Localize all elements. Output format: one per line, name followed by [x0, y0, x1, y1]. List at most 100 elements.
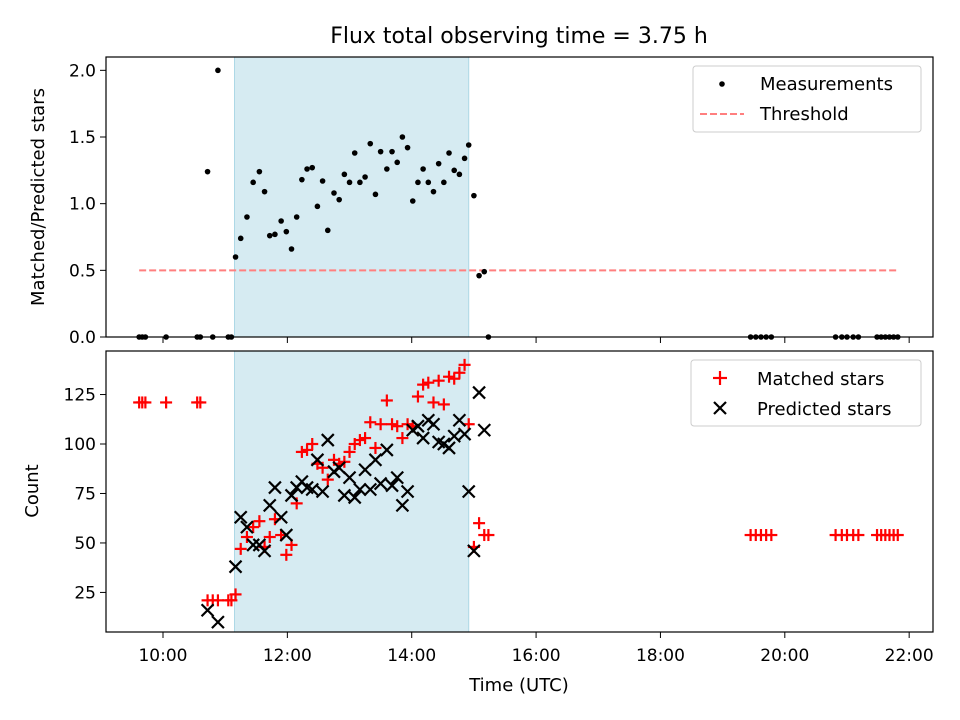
cross-stroke — [279, 528, 294, 542]
cross-stroke — [305, 482, 320, 497]
measurement-point — [341, 171, 348, 178]
measurement-point — [471, 192, 477, 199]
top-y-tick-label: 0.0 — [69, 328, 96, 348]
measurement-point — [288, 246, 295, 252]
cross-stroke — [358, 462, 372, 477]
measurement-point — [324, 227, 331, 234]
top-y-tick-label: 1.5 — [69, 128, 96, 148]
measurement-point — [430, 188, 437, 195]
cross-stroke — [368, 453, 383, 467]
bottom-y-tick-label: 50 — [74, 534, 96, 554]
predicted-star-point — [416, 431, 430, 445]
matched-star-point — [448, 372, 461, 385]
bottom-legend-box — [690, 359, 922, 427]
cross-stroke — [442, 441, 456, 455]
matched-star-point — [458, 358, 471, 371]
matched-star-point — [396, 432, 409, 445]
measurements-legend-marker — [719, 81, 725, 87]
matched-star-point — [229, 588, 242, 601]
predicted-star-point — [442, 441, 456, 455]
cross-stroke — [262, 498, 277, 513]
measurement-point — [299, 176, 305, 183]
x-axis-label: Time (UTC) — [468, 675, 569, 696]
measurement-point — [244, 214, 250, 220]
predicted-star-point — [467, 544, 481, 558]
matched-star-point — [765, 529, 778, 542]
measurement-point — [372, 191, 379, 198]
measurement-point — [362, 174, 368, 180]
measurement-point — [389, 148, 395, 155]
figure-title: Flux total observing time = 3.75 h — [330, 24, 708, 49]
measurement-point — [256, 168, 263, 175]
cross-stroke — [300, 480, 314, 495]
matched-star-point — [427, 396, 440, 409]
matched-star-markers — [133, 358, 904, 607]
cross-stroke — [411, 419, 425, 433]
bottom-legend: Matched stars Predicted stars — [690, 359, 922, 427]
predicted-star-point — [400, 484, 415, 499]
predicted-star-point — [246, 538, 260, 552]
predicted-star-point — [332, 460, 346, 475]
x-tick-label: 14:00 — [387, 646, 436, 666]
measurement-point — [461, 155, 468, 162]
predicted-star-point — [310, 453, 325, 467]
predicted-star-point — [353, 482, 367, 497]
matched-star-point — [234, 542, 247, 555]
measurement-point — [283, 228, 290, 235]
predicted-star-point — [368, 453, 383, 467]
predicted-star-point — [380, 443, 394, 457]
bottom-plot-frame — [105, 350, 934, 633]
threshold-legend-label: Threshold — [759, 104, 849, 125]
matched-star-point — [852, 529, 865, 542]
measurement-point — [250, 179, 256, 186]
matched-star-point — [432, 374, 445, 387]
cross-stroke — [274, 510, 288, 525]
bottom-y-axis-label: Count — [22, 464, 43, 517]
measurement-point — [357, 179, 363, 186]
matched-star-point — [240, 531, 253, 544]
predicted-legend-marker — [713, 401, 727, 415]
matched-star-point — [321, 473, 334, 486]
matched-star-point — [411, 390, 424, 403]
predicted-star-point — [211, 615, 225, 629]
measurement-point — [309, 164, 316, 171]
matched-star-point — [247, 521, 260, 534]
measurement-point — [441, 179, 447, 186]
measurement-point — [420, 166, 426, 172]
measurement-point — [293, 214, 300, 220]
cross-stroke — [347, 490, 362, 505]
predicted-star-point — [240, 520, 254, 534]
matched-star-point — [391, 420, 404, 433]
cross-stroke — [472, 385, 486, 400]
predicted-star-point — [461, 484, 476, 499]
predicted-star-point — [477, 423, 492, 437]
cross-stroke — [477, 423, 492, 437]
cross-stroke — [332, 460, 346, 475]
matched-star-point — [417, 378, 430, 391]
predicted-star-point — [385, 478, 399, 493]
predicted-star-point — [279, 528, 294, 542]
predicted-star-point — [268, 480, 282, 495]
bottom-y-tick-label: 125 — [64, 386, 96, 406]
bottom-x-ticks: 10:00 12:00 14:00 16:00 18:00 20:00 22:00 — [138, 632, 934, 666]
predicted-star-point — [257, 544, 272, 558]
x-tick-label: 10:00 — [138, 646, 187, 666]
top-legend: Measurements Threshold — [692, 65, 922, 133]
cross-stroke — [395, 498, 410, 513]
x-tick-label: 20:00 — [760, 646, 809, 666]
matched-star-point — [359, 432, 372, 445]
measurement-point — [465, 142, 472, 148]
cross-stroke — [390, 470, 404, 485]
cross-stroke — [257, 544, 272, 558]
matched-star-point — [306, 438, 319, 451]
bottom-y-ticks: 25 50 75 100 125 — [64, 386, 106, 603]
measurement-point — [435, 160, 442, 167]
measurement-point — [237, 235, 244, 242]
measurement-point — [204, 168, 211, 175]
top-panel: 0.00.51.01.52.0 Matched/Predicted stars … — [28, 56, 934, 348]
top-y-axis-label: Matched/Predicted stars — [28, 88, 49, 306]
measurement-point — [451, 167, 458, 174]
matched-star-point — [369, 441, 382, 454]
cross-stroke — [426, 417, 441, 431]
